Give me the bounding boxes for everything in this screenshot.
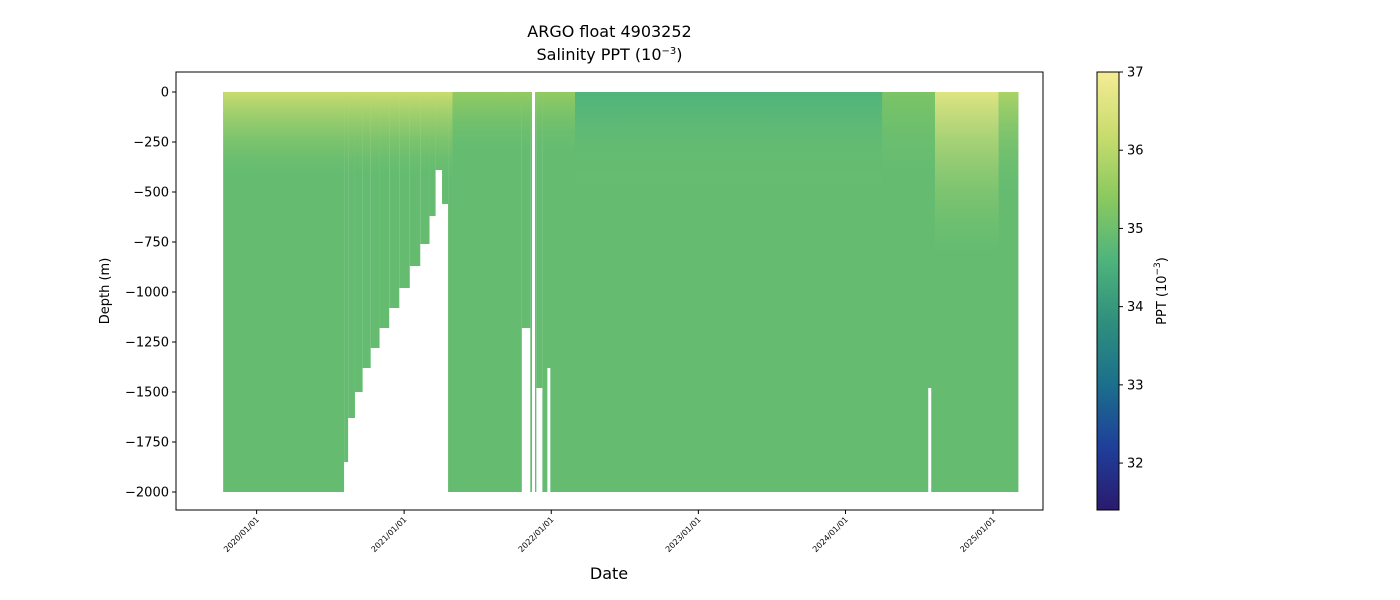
- surface-layer-5: [998, 92, 1019, 192]
- y-tick-label: −500: [133, 186, 169, 201]
- axes-frame: [175, 71, 1044, 511]
- profile-block-6: [379, 92, 390, 328]
- chart-title: ARGO float 4903252: [527, 22, 692, 41]
- x-tick-label: 2024/01/01: [811, 515, 850, 554]
- x-axis: 2020/01/01 2021/01/01 2022/01/01 2023/01/01…: [222, 510, 997, 554]
- x-axis-label: Date: [590, 564, 628, 583]
- y-tick-label: −1000: [125, 286, 169, 301]
- surface-layer-2: [575, 92, 883, 192]
- y-tick-label: 0: [161, 86, 169, 101]
- data-gap-1: [547, 368, 551, 494]
- data-gap-2: [928, 388, 932, 494]
- surface-layer-4: [934, 92, 999, 252]
- surface-layer-0: [223, 92, 453, 172]
- x-tick-label: 2023/01/01: [664, 515, 703, 554]
- x-tick-label: 2021/01/01: [370, 515, 409, 554]
- y-tick-label: −250: [133, 136, 169, 151]
- y-tick-label: −750: [133, 236, 169, 251]
- colorbar-tick-label: 36: [1127, 144, 1144, 159]
- x-tick-label: 2020/01/01: [222, 515, 261, 554]
- colorbar-tick-label: 32: [1127, 457, 1144, 472]
- profile-block-17: [536, 92, 543, 388]
- profile-block-4: [362, 92, 371, 368]
- profile-block-1: [344, 92, 349, 462]
- colorbar-label: PPT (10−3): [1153, 257, 1170, 325]
- y-tick-label: −1500: [125, 386, 169, 401]
- y-tick-label: −1250: [125, 336, 169, 351]
- profile-block-9: [409, 92, 421, 266]
- y-axis-label: Depth (m): [98, 258, 113, 325]
- data-gap-0: [532, 92, 536, 494]
- colorbar-tick-label: 37: [1127, 66, 1144, 81]
- profile-block-3: [354, 92, 363, 392]
- profile-block-2: [348, 92, 355, 418]
- profile-block-8: [399, 92, 410, 288]
- profile-block-15: [521, 92, 531, 328]
- y-tick-label: −2000: [125, 486, 169, 501]
- surface-layer-1: [452, 92, 576, 152]
- x-tick-label: 2022/01/01: [517, 515, 556, 554]
- colorbar-ticks: 32 33 34 35 36 37: [1119, 66, 1144, 472]
- x-tick-label: 2025/01/01: [958, 515, 997, 554]
- profile-block-14: [448, 92, 522, 492]
- colorbar-tick-label: 35: [1127, 222, 1144, 237]
- y-tick-label: −1750: [125, 436, 169, 451]
- surface-layer-3: [882, 92, 935, 172]
- profile-block-7: [389, 92, 400, 308]
- colorbar-tick-label: 34: [1127, 300, 1144, 315]
- chart-subtitle: Salinity PPT (10−3): [536, 45, 683, 64]
- y-axis: 0 −250 −500 −750 −1000 −1250 −1500 −1750 −2000: [125, 86, 176, 501]
- colorbar: [1096, 71, 1120, 511]
- colorbar-tick-label: 33: [1127, 378, 1144, 393]
- profile-block-5: [370, 92, 380, 348]
- plot-area: [223, 92, 1019, 494]
